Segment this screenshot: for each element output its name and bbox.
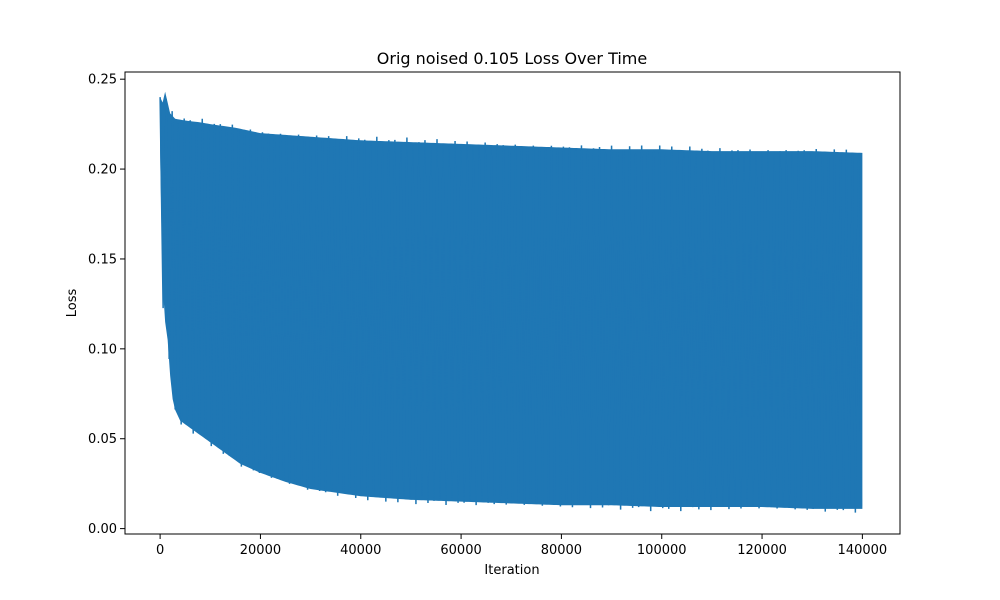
chart-title: Orig noised 0.105 Loss Over Time (377, 49, 647, 68)
y-tick-label: 0.25 (88, 73, 117, 88)
y-tick-label: 0.15 (88, 252, 117, 267)
x-tick-label: 120000 (737, 543, 787, 558)
axes-frame (124, 71, 901, 535)
y-tick-label: 0.10 (88, 342, 117, 357)
x-axis-label: Iteration (484, 563, 539, 578)
x-tick-label: 40000 (340, 543, 381, 558)
x-axis: 0 20000 40000 60000 80000 100000 120000 140000 (156, 534, 887, 558)
x-tick-label: 60000 (440, 543, 481, 558)
x-tick-label: 20000 (240, 543, 281, 558)
plot-area (159, 91, 863, 513)
series-line-0 (159, 97, 863, 513)
y-tick-label: 0.05 (88, 432, 117, 447)
y-axis: 0.00 0.05 0.10 0.15 0.20 0.25 (88, 73, 125, 537)
y-axis-label: Loss (65, 289, 80, 318)
x-tick-label: 80000 (541, 543, 582, 558)
y-tick-label: 0.20 (88, 163, 117, 178)
x-tick-label: 140000 (838, 543, 888, 558)
y-tick-label: 0.00 (88, 522, 117, 537)
x-tick-label: 100000 (637, 543, 687, 558)
x-tick-label: 0 (156, 543, 164, 558)
